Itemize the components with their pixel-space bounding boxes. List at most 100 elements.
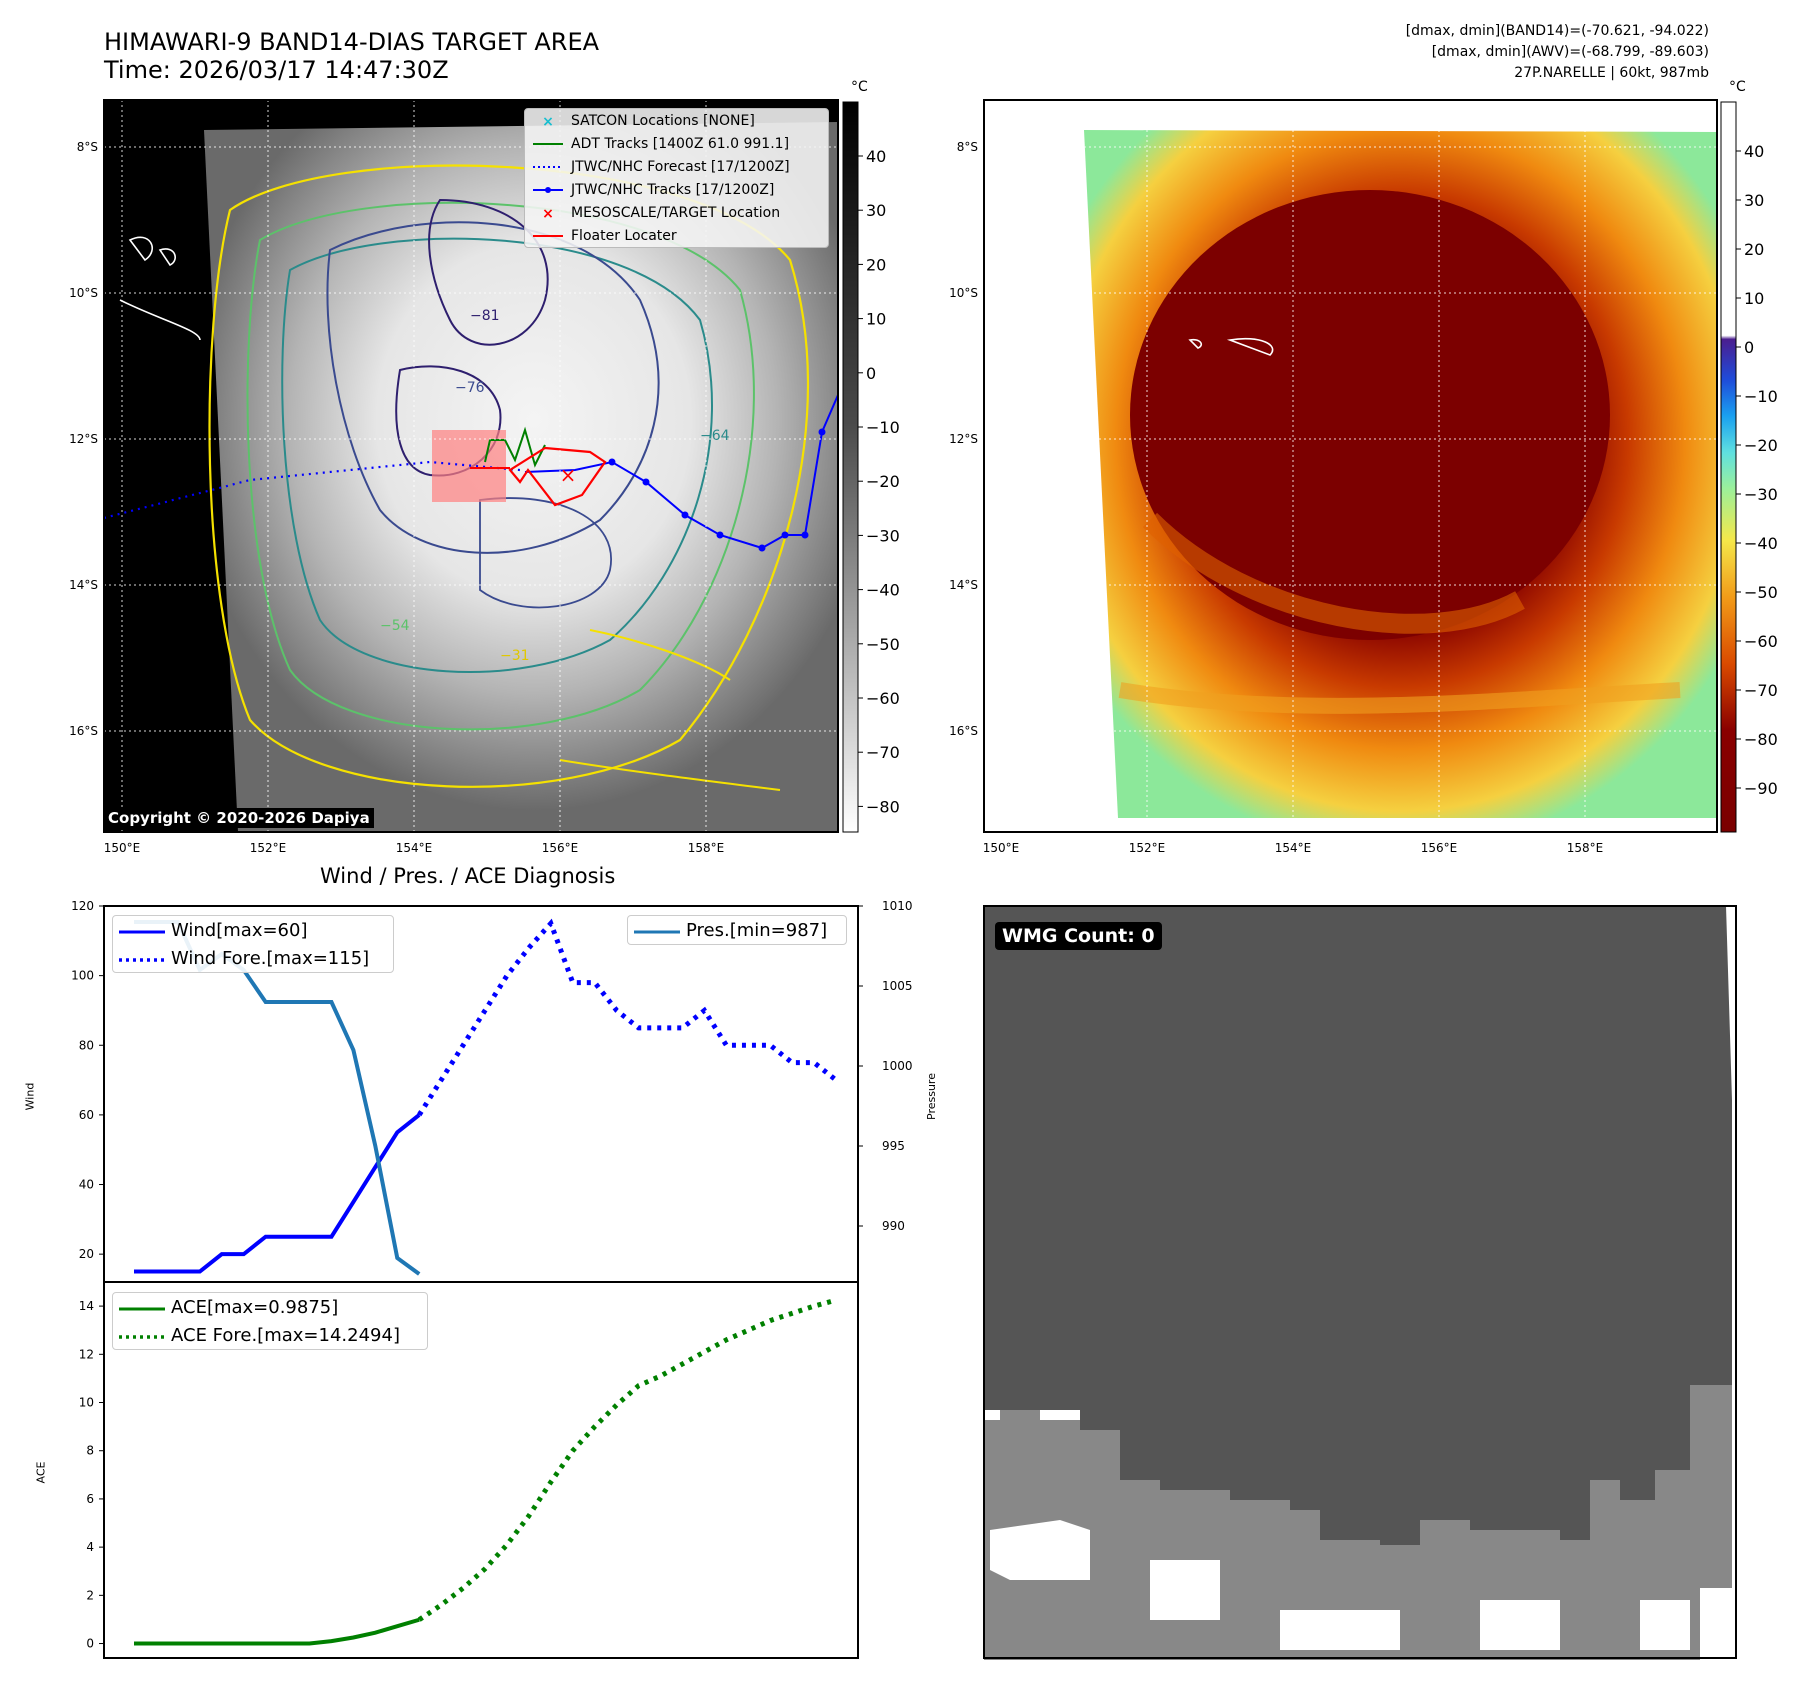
info-band14: [dmax, dmin](BAND14)=(-70.621, -94.022) [1405,23,1709,39]
lat-label-left: 8°S [77,140,98,154]
color-tick-label: −80 [1744,730,1778,749]
jtwc-track-markers [608,428,826,552]
pressure-axis-title: Pressure [924,1073,938,1120]
lat-label-right: 8°S [957,140,978,154]
legend-label: JTWC/NHC Forecast [17/1200Z] [571,158,790,175]
color-tick-label: 30 [1744,191,1764,210]
legend-symbol [531,160,565,174]
diagnosis-title: Wind / Pres. / ACE Diagnosis [320,864,616,888]
copyright-notice: Copyright © 2020-2026 Dapiya [104,808,374,828]
lon-label-right: 152°E [1129,841,1166,855]
gray-tick-label: −80 [866,797,900,816]
lon-label-left: 154°E [396,841,433,855]
wind-axis-title: Wind [23,1082,37,1111]
color-tick-label: −40 [1744,534,1778,553]
coastline [119,236,201,341]
ace-axis-title: ACE [34,1461,48,1484]
colorbar-unit-left: °C [851,79,868,95]
contour-label: −81 [470,308,500,324]
legend-symbol [531,229,565,243]
pressure-tick-label: 990 [882,1219,905,1233]
lon-label-right: 158°E [1567,841,1604,855]
lon-label-left: 156°E [542,841,579,855]
contour-label: −54 [380,618,410,634]
legend-symbol [531,183,565,197]
lon-label-right: 154°E [1275,841,1312,855]
contour--64 [281,237,713,673]
series-line-1 [417,918,838,1117]
legend-ace-label: ACE[max=0.9875] [171,1296,339,1318]
wind-tick-label: 40 [79,1178,94,1192]
legend-label: SATCON Locations [NONE] [571,112,755,129]
latlon-labels: 8°S 8°S 10°S 10°S 12°S 12°S 14°S 14°S 16°S 16°S 15… [69,140,1603,855]
color-tick-label: 40 [1744,142,1764,161]
gray-tick-label: −30 [866,526,900,545]
gray-tick-label: −10 [866,418,900,437]
wmg-count-badge: WMG Count: 0 [995,922,1162,950]
contour-label: −64 [700,428,730,444]
wmg-dark-region [984,906,1732,1545]
target-marker: × [560,463,577,487]
lat-label-right: 16°S [949,724,978,738]
color-tick-label: 20 [1744,240,1764,259]
wind-tick-label: 80 [79,1038,94,1052]
color-tick-label: 0 [1744,338,1754,357]
ace-tick-label: 0 [86,1637,94,1651]
target-area-box [432,430,506,502]
legend-wind-forecast-label: Wind Fore.[max=115] [171,947,370,969]
ace-tick-label: 14 [79,1299,94,1313]
color-tick-label: −20 [1744,436,1778,455]
ace-tick-label: 6 [86,1492,94,1506]
wind-tick-label: 20 [79,1247,94,1261]
ace-tick-label: 2 [86,1588,94,1602]
awv-map-panel [983,99,1718,833]
lat-label-right: 10°S [949,286,978,300]
figure-time: Time: 2026/03/17 14:47:30Z [104,56,449,84]
lat-label-left: 16°S [69,724,98,738]
color-tick-label: −90 [1744,779,1778,798]
color-tick-label: −50 [1744,583,1778,602]
lat-label-left: 14°S [69,578,98,592]
lon-label-left: 158°E [688,841,725,855]
color-tick-label: 10 [1744,289,1764,308]
color-tick-label: −70 [1744,681,1778,700]
wind-legend: Wind[max=60] Wind Fore.[max=115] [112,915,394,973]
wmg-panel [983,905,1737,1660]
awv-gridlines [984,100,1717,832]
lat-label-left: 10°S [69,286,98,300]
gray-tick-label: 20 [866,255,886,274]
lat-label-right: 14°S [949,578,978,592]
pressure-tick-label: 1005 [882,979,913,993]
ace-tick-label: 8 [86,1444,94,1458]
legend-symbol: × [531,114,565,130]
gray-tick-label: −60 [866,689,900,708]
colorbar-color [1720,101,1737,833]
map-frame [103,99,839,833]
wind-tick-label: 100 [71,969,94,983]
awv-map-frame [983,99,1718,833]
ace-tick-label: 12 [79,1347,94,1361]
legend-symbol [531,137,565,151]
colorbar-gray-ticks: 40 30 20 10 0 −10 −20 −30 −40 −50 −60 −70 −80 [858,147,900,816]
info-storm: 27P.NARELLE | 60kt, 987mb [1514,65,1709,81]
ace-tick-label: 10 [79,1396,94,1410]
gray-tick-label: 0 [866,364,876,383]
gray-tick-label: 10 [866,310,886,329]
pressure-legend: Pres.[min=987] [627,915,847,945]
ace-legend: ACE[max=0.9875] ACE Fore.[max=14.2494] [112,1292,428,1350]
svg-text:×: × [542,206,554,220]
wmg-frame [983,905,1737,1659]
color-tick-label: −10 [1744,387,1778,406]
awv-coastline [1188,337,1274,356]
lat-label-right: 12°S [949,432,978,446]
wind-tick-label: 120 [71,899,94,913]
contour-label: −31 [500,648,530,664]
floater-locator [508,446,607,507]
pressure-tick-label: 1010 [882,899,913,913]
map-legend-item: JTWC/NHC Forecast [17/1200Z] [525,155,828,178]
legend-label: MESOSCALE/TARGET Location [571,204,781,221]
map-legend: × SATCON Locations [NONE] ADT Tracks [1400… [524,108,829,248]
colorbar-color-ticks: 40 30 20 10 0 −10 −20 −30 −40 −50 −60 −70 −80 −90 [1736,142,1778,798]
map-legend-item: JTWC/NHC Tracks [17/1200Z] [525,178,828,201]
